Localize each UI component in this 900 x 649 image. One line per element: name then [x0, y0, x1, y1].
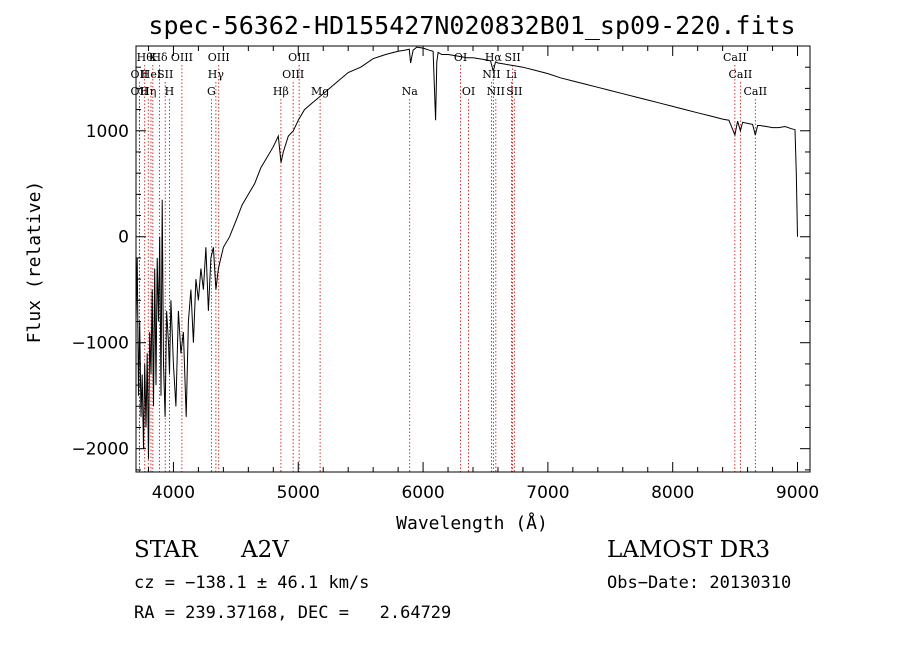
marker-label: Hα	[485, 51, 503, 64]
y-tick-label: 0	[118, 228, 129, 248]
y-tick-label: 1000	[86, 122, 129, 142]
x-tick-label: 8000	[651, 483, 694, 503]
x-tick-label: 7000	[526, 483, 569, 503]
plot-frame	[135, 45, 811, 473]
marker-label: NII	[487, 85, 505, 98]
marker-label: Hδ	[151, 51, 168, 64]
x-tick-label: 5000	[277, 483, 320, 503]
observation-date: Obs−Date: 20130310	[607, 573, 792, 593]
marker-label: Hθ	[137, 51, 154, 64]
spectrum-series-line	[135, 46, 798, 460]
marker-label: Hβ	[273, 85, 289, 98]
y-tick-label: −2000	[71, 440, 129, 460]
y-axis-label: Flux (relative)	[24, 181, 45, 344]
marker-label: K	[149, 51, 158, 64]
marker-label: Hγ	[208, 68, 225, 81]
marker-label: OIII	[288, 51, 310, 64]
marker-label: Mg	[311, 85, 329, 98]
object-class: STAR	[134, 537, 198, 563]
marker-label: CaII	[723, 51, 747, 64]
chart-title: spec-56362-HD155427N020832B01_sp09-220.f…	[148, 11, 795, 40]
marker-label: Li	[506, 68, 517, 81]
marker-label: SII	[504, 51, 520, 64]
marker-label: CaII	[729, 68, 753, 81]
y-tick-label: −1000	[71, 334, 129, 354]
marker-label: SII	[157, 68, 173, 81]
marker-label: Na	[402, 85, 419, 98]
redshift-cz: cz = −138.1 ± 46.1 km/s	[134, 573, 370, 593]
x-tick-label: 4000	[152, 483, 195, 503]
x-axis: 4000 5000 6000 7000 8000 9000	[147, 46, 819, 503]
x-tick-label: 9000	[776, 483, 819, 503]
marker-label: CaII	[743, 85, 767, 98]
marker-label: OII	[131, 85, 149, 98]
y-axis: −2000 −1000 0 1000	[71, 45, 810, 471]
marker-label: SII	[506, 85, 522, 98]
marker-label: OIII	[208, 51, 230, 64]
marker-label: G	[207, 85, 216, 98]
marker-label: HeI	[141, 68, 161, 81]
marker-label: Hη	[140, 85, 156, 98]
marker-label: H	[165, 85, 175, 98]
marker-label: OIII	[282, 68, 304, 81]
coordinates: RA = 239.37168, DEC = 2.64729	[134, 603, 452, 623]
marker-label: NII	[482, 68, 500, 81]
survey-name: LAMOST DR3	[607, 537, 771, 563]
marker-label: OI	[462, 85, 475, 98]
x-tick-label: 6000	[401, 483, 444, 503]
marker-label: OII	[131, 68, 149, 81]
marker-label: OIII	[171, 51, 193, 64]
marker-label: OI	[454, 51, 467, 64]
x-axis-label: Wavelength (Å)	[396, 512, 548, 534]
object-subclass: A2V	[241, 537, 289, 563]
